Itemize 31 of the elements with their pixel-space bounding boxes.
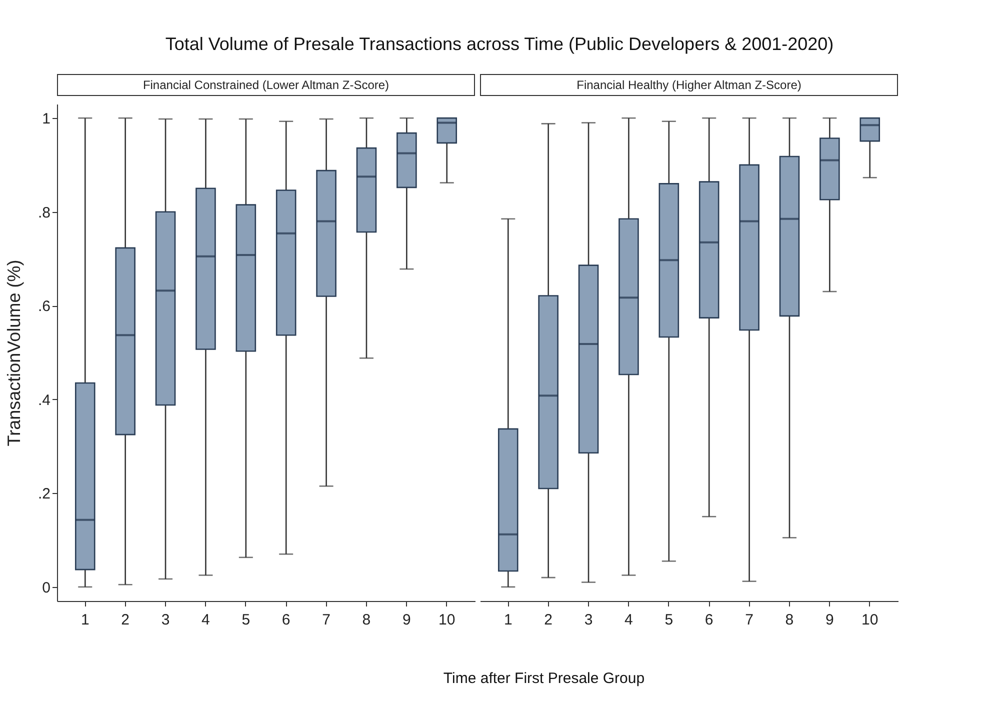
x-tick-label: 4 bbox=[624, 612, 633, 628]
y-axis-title: TransactionVolume (%) bbox=[4, 260, 24, 446]
x-tick-label: 5 bbox=[664, 612, 674, 628]
x-tick-label: 7 bbox=[745, 612, 754, 628]
y-tick-label: .2 bbox=[38, 486, 50, 503]
x-tick-label: 9 bbox=[826, 612, 834, 628]
x-tick-label: 3 bbox=[161, 612, 170, 628]
x-tick-label: 3 bbox=[584, 612, 593, 628]
x-tick-label: 2 bbox=[121, 612, 130, 628]
y-tick-label: .8 bbox=[38, 204, 50, 222]
x-tick-label: 1 bbox=[504, 612, 512, 628]
chart-title: Total Volume of Presale Transactions across Time (Public Developers & 2001-2020) bbox=[164, 34, 835, 55]
y-tick-label: .4 bbox=[38, 392, 50, 409]
chart-subtitle: Financial Constrained (Lower Altman Z-Score) bbox=[57, 74, 475, 96]
x-tick-label: 10 bbox=[438, 612, 456, 628]
x-tick-label: 4 bbox=[202, 612, 210, 628]
y-tick-label: 1 bbox=[42, 110, 50, 128]
x-axis-title: Time after First Presale Group bbox=[442, 670, 646, 687]
x-tick-label: 7 bbox=[322, 612, 330, 628]
x-tick-label: 6 bbox=[704, 612, 714, 628]
x-tick-label: 1 bbox=[80, 612, 90, 628]
x-tick-label: 8 bbox=[362, 612, 371, 628]
x-tick-label: 6 bbox=[282, 612, 290, 628]
x-tick-label: 2 bbox=[544, 612, 552, 628]
x-tick-label: 8 bbox=[785, 612, 794, 628]
x-tick-label: 5 bbox=[242, 612, 250, 628]
y-tick-label: .6 bbox=[38, 298, 50, 316]
x-tick-label: 9 bbox=[402, 612, 411, 628]
x-tick-label: 10 bbox=[862, 612, 878, 628]
y-tick-label: 0 bbox=[42, 579, 50, 596]
chart-subtitle: Financial Healthy (Higher Altman Z-Score) bbox=[480, 74, 898, 96]
